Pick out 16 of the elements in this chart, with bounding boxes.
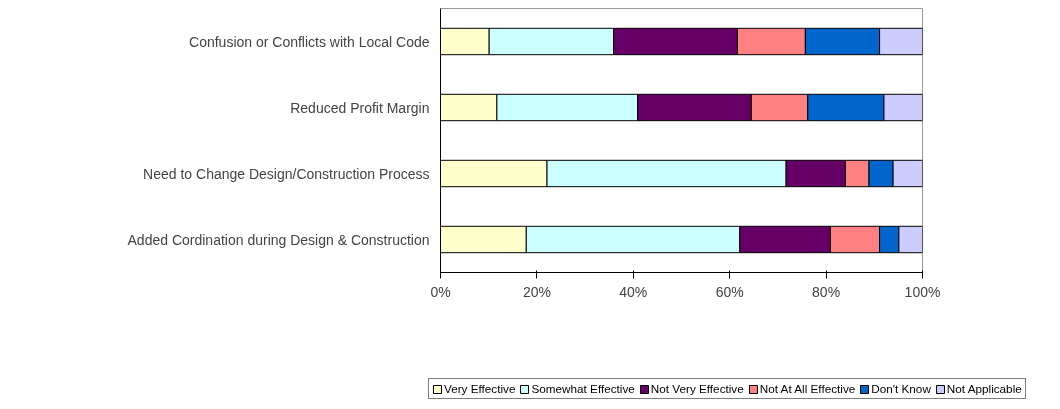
x-tick-label: 60% [715,283,744,300]
x-tick-label: 80% [812,283,841,300]
x-tick-label: 100% [904,283,941,300]
x-tick-label: 40% [619,283,648,300]
x-tick-label: 0% [430,283,451,300]
legend-label: Very Effective [444,382,516,395]
y-tick-label: Confusion or Conflicts with Local Code [189,33,430,50]
y-tick-label: Need to Change Design/Construction Process [143,165,430,182]
legend-label: Not Applicable [946,382,1022,395]
legend-label: Somewhat Effective [531,382,635,395]
y-tick-label: Added Cordination during Design & Construction [127,231,430,248]
legend-label: Not At All Effective [759,382,856,395]
legend-label: Not Very Effective [650,382,744,395]
x-tick-label: 20% [522,283,551,300]
legend-label: Don't Know [871,382,931,395]
y-tick-label: Reduced Profit Margin [290,99,430,116]
